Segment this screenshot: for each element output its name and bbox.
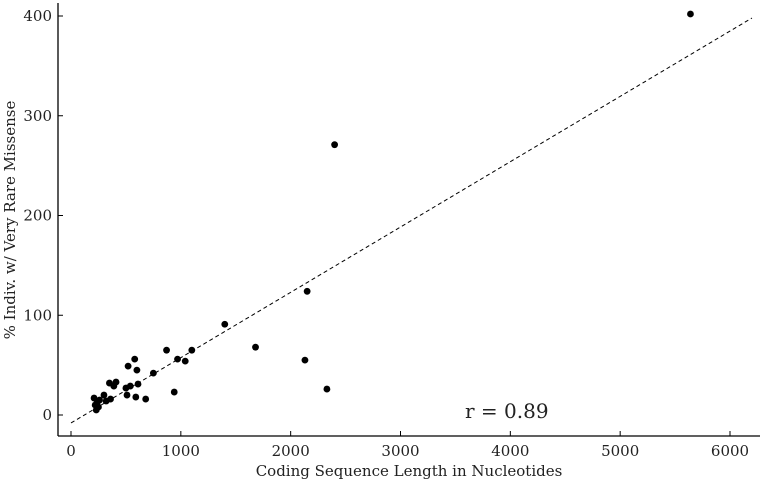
data-point xyxy=(133,366,141,374)
y-tick-label: 100 xyxy=(23,306,52,324)
x-tick-label: 6000 xyxy=(711,442,749,460)
data-point xyxy=(142,395,150,403)
y-ticks: 0 100 200 300 400 xyxy=(23,7,63,424)
data-point xyxy=(112,378,120,386)
data-point xyxy=(687,10,694,18)
data-point xyxy=(107,395,114,403)
y-tick-label: 200 xyxy=(23,207,52,225)
data-point xyxy=(323,385,331,393)
y-tick-label: 400 xyxy=(23,7,52,25)
x-ticks: 0 1000 2000 3000 4000 5000 6000 xyxy=(66,431,749,460)
x-tick-label: 3000 xyxy=(381,442,419,460)
x-tick-label: 0 xyxy=(66,442,76,460)
data-point xyxy=(252,343,259,351)
data-point xyxy=(132,393,140,401)
y-tick-label: 300 xyxy=(23,107,52,125)
data-point xyxy=(134,380,142,388)
data-point xyxy=(331,141,338,149)
data-point xyxy=(95,403,102,411)
y-axis-label: % Indiv. w/ Very Rare Missense xyxy=(1,101,19,340)
data-point xyxy=(124,362,132,370)
data-point xyxy=(126,382,134,390)
data-points xyxy=(90,10,694,414)
x-tick-label: 2000 xyxy=(272,442,310,460)
x-tick-label: 1000 xyxy=(162,442,200,460)
data-point xyxy=(301,356,309,364)
data-point xyxy=(170,388,178,396)
data-point xyxy=(149,369,157,377)
trend-line xyxy=(70,17,753,424)
axes xyxy=(57,3,760,437)
data-point xyxy=(303,287,311,295)
x-axis-label: Coding Sequence Length in Nucleotides xyxy=(256,462,563,480)
data-point xyxy=(123,391,131,399)
x-tick-label: 4000 xyxy=(491,442,529,460)
data-point xyxy=(96,396,103,404)
data-point xyxy=(221,320,229,328)
y-tick-label: 0 xyxy=(42,406,52,424)
data-point xyxy=(163,346,170,354)
data-point xyxy=(131,355,139,363)
data-point xyxy=(100,391,108,399)
data-point xyxy=(188,346,196,354)
data-point xyxy=(174,355,181,363)
data-point xyxy=(181,357,189,365)
x-tick-label: 5000 xyxy=(601,442,639,460)
correlation-annotation: r = 0.89 xyxy=(465,399,549,423)
